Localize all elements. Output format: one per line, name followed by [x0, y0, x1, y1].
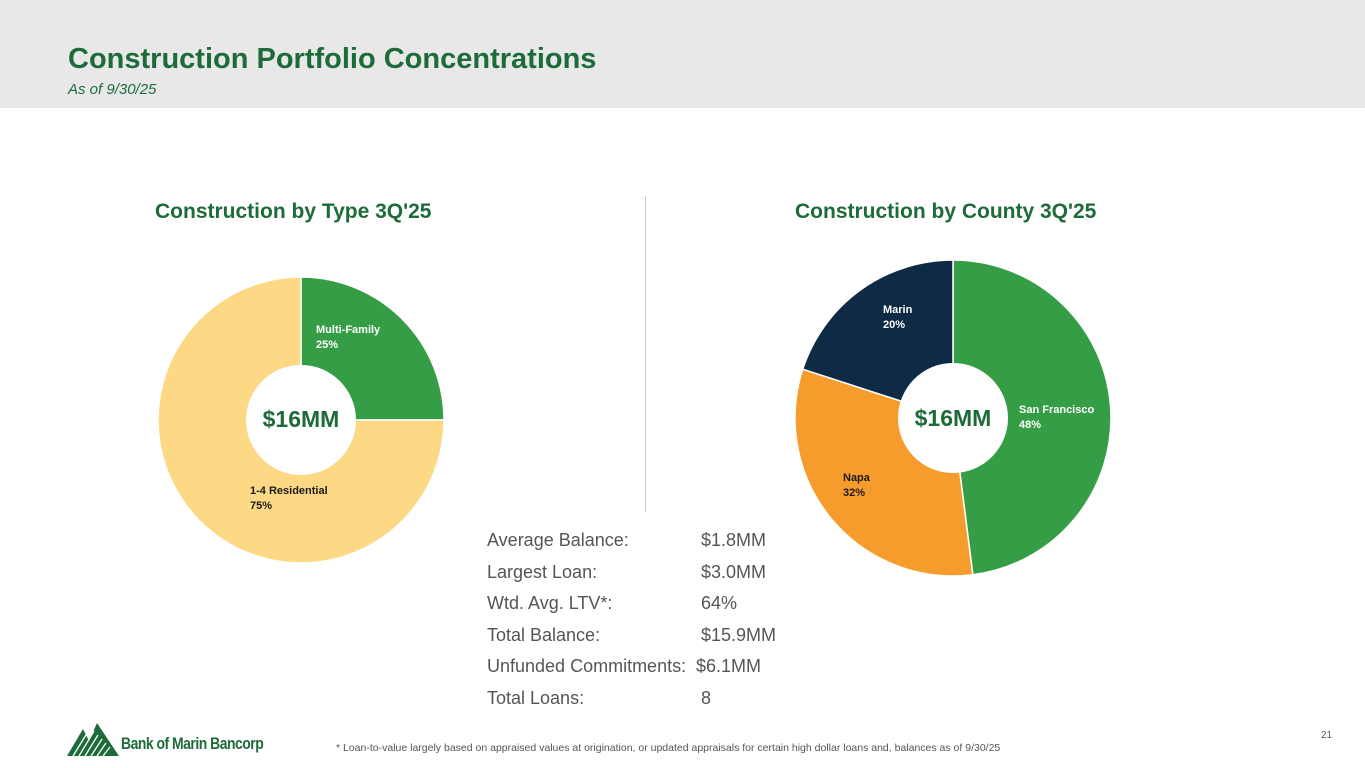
page-number: 21: [1321, 730, 1333, 741]
slice-label-san-francisco: San Francisco 48%: [1019, 404, 1094, 431]
stat-value: 8: [701, 687, 712, 708]
county-chart-title: Construction by County 3Q'25: [795, 200, 1097, 223]
header-band: [0, 0, 1365, 108]
footnote: * Loan-to-value largely based on apprais…: [336, 742, 1001, 754]
page-title: Construction Portfolio Concentrations: [68, 43, 597, 75]
stat-value: $3.0MM: [701, 561, 767, 582]
stat-label: Largest Loan:: [487, 561, 598, 582]
pie-slice-san-francisco: [952, 259, 1112, 576]
donut-hole: [898, 363, 1008, 473]
chart-divider: [645, 196, 646, 512]
stat-value: $6.1MM: [696, 656, 762, 676]
stat-value: $15.9MM: [701, 624, 777, 645]
page-subtitle: As of 9/30/25: [68, 81, 157, 98]
donut-center-label: $16MM: [915, 405, 992, 431]
stat-label: Total Balance:: [487, 624, 601, 645]
pie-slice-1-4-residential: [157, 276, 445, 564]
slice-label-1-4-residential: 1-4 Residential 75%: [250, 485, 328, 512]
stat-label: Unfunded Commitments:: [487, 656, 687, 676]
mountain-logo-icon: [67, 723, 119, 757]
slice-label-marin: Marin 20%: [883, 304, 913, 331]
slice-label-multi-family: Multi-Family 25%: [316, 324, 381, 351]
stat-value: $1.8MM: [701, 530, 767, 550]
stat-label: Average Balance:: [487, 530, 629, 550]
donut-hole: [246, 365, 356, 475]
stat-label: Total Loans:: [487, 687, 585, 708]
donut-center-label: $16MM: [263, 406, 340, 432]
logo-text: Bank of Marin Bancorp: [121, 734, 264, 753]
stat-value: 64%: [701, 593, 738, 613]
slice-label-napa: Napa 32%: [843, 472, 871, 499]
type-chart-title: Construction by Type 3Q'25: [155, 200, 432, 223]
stat-label: Wtd. Avg. LTV*:: [487, 593, 613, 613]
